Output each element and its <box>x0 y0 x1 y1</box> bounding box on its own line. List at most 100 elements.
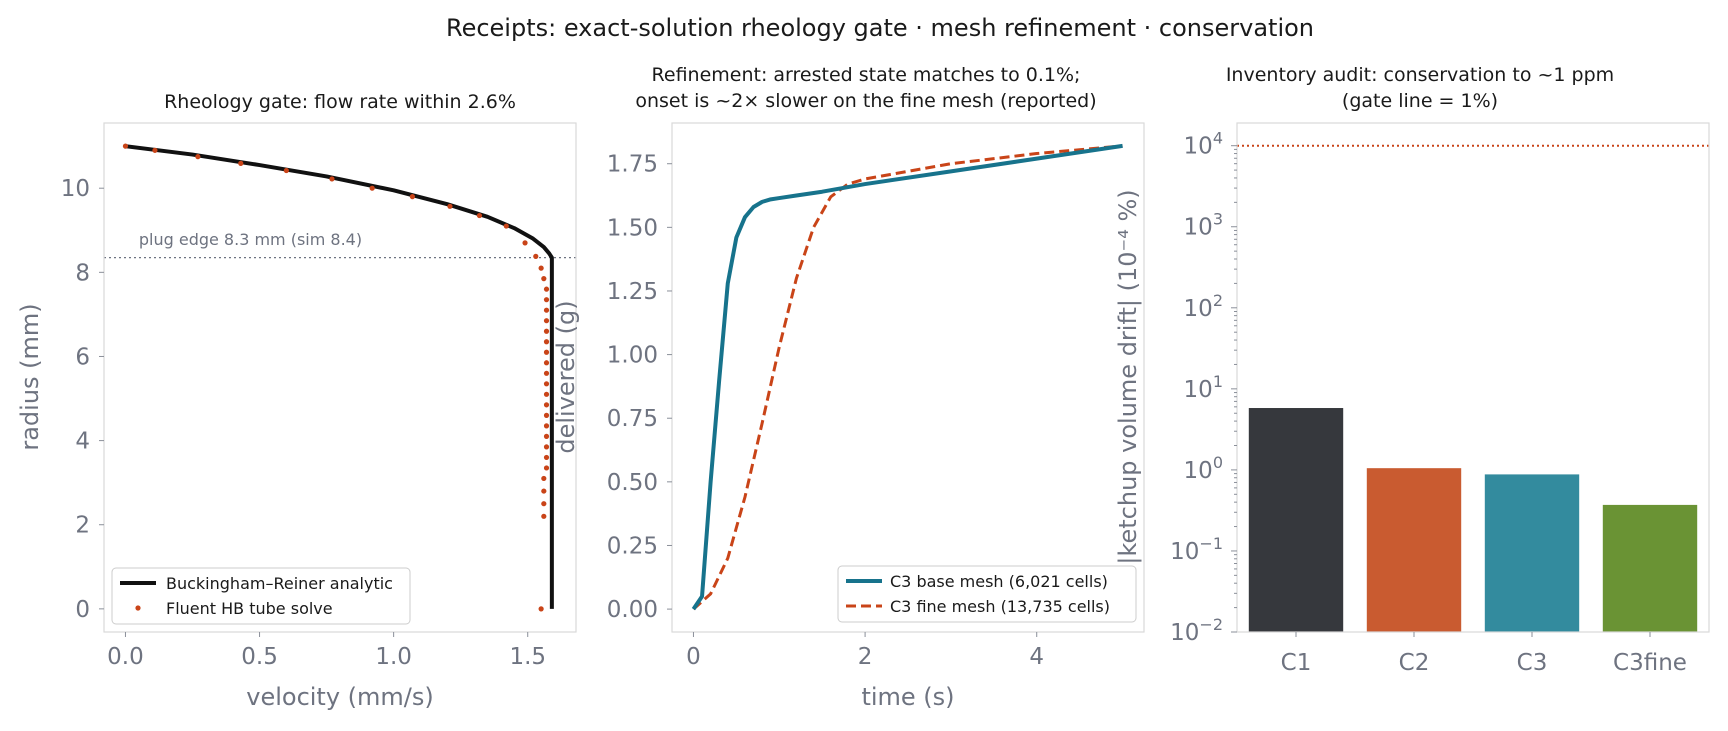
data-point-fluent <box>538 265 544 271</box>
legend-label-fine: C3 fine mesh (13,735 cells) <box>890 597 1110 616</box>
legend-label-analytic: Buckingham–Reiner analytic <box>166 574 393 593</box>
data-point-fluent <box>152 147 158 153</box>
x-tick-label-inventory: C1 <box>1281 650 1312 676</box>
panel-rheology: Rheology gate: flow rate within 2.6% plu… <box>16 91 577 711</box>
x-tick-label-rheology: 0.5 <box>241 644 278 670</box>
data-point-fluent <box>447 203 453 209</box>
data-point-fluent <box>543 423 550 429</box>
data-point-fluent <box>503 223 509 229</box>
data-point-fluent <box>543 307 550 313</box>
data-point-fluent <box>543 328 550 334</box>
y-tick-label-rheology: 4 <box>75 429 90 455</box>
panel-refinement: Refinement: arrested state matches to 0.… <box>552 64 1145 711</box>
data-point-fluent <box>122 143 129 149</box>
y-tick-label-inventory: 104 <box>1184 129 1223 160</box>
plug-edge-annotation: plug edge 8.3 mm (sim 8.4) <box>139 230 362 249</box>
data-point-fluent <box>522 240 528 246</box>
bar-c3fine <box>1602 504 1698 632</box>
data-point-fluent <box>543 349 550 355</box>
y-tick-label-inventory: 100 <box>1184 453 1223 484</box>
y-tick-label-refinement: 1.00 <box>607 343 658 369</box>
data-point-fluent <box>543 360 550 366</box>
y-tick-label-refinement: 0.75 <box>607 406 658 432</box>
legend-refinement: C3 base mesh (6,021 cells) C3 fine mesh … <box>837 565 1137 623</box>
data-point-fluent <box>541 475 547 482</box>
y-tick-label-refinement: 1.25 <box>607 279 658 305</box>
y-tick-label-rheology: 2 <box>75 513 90 539</box>
plot-area-rheology <box>103 122 577 633</box>
legend-box-refinement <box>837 565 1137 623</box>
y-axis-label-refinement: delivered (g) <box>552 300 580 453</box>
panel-title-inventory-line2: (gate line = 1%) <box>1342 90 1498 112</box>
y-tick-label-inventory: 102 <box>1184 291 1223 322</box>
y-tick-label-refinement: 0.25 <box>607 533 658 559</box>
data-point-fluent <box>543 297 550 303</box>
data-point-fluent <box>283 167 289 174</box>
data-point-fluent <box>543 286 550 292</box>
plot-area-refinement <box>671 122 1145 633</box>
data-point-fluent <box>538 606 544 612</box>
x-tick-label-refinement: 2 <box>858 644 873 670</box>
x-tick-label-refinement: 0 <box>686 644 701 670</box>
bar-c3 <box>1484 474 1580 632</box>
y-tick-label-rheology: 6 <box>75 344 90 370</box>
panel-title-refinement-line1: Refinement: arrested state matches to 0.… <box>652 64 1081 86</box>
y-tick-label-refinement: 1.50 <box>607 215 658 241</box>
y-tick-label-refinement: 0.50 <box>607 470 658 496</box>
x-tick-label-rheology: 1.5 <box>509 644 546 670</box>
x-tick-label-rheology: 0.0 <box>107 644 144 670</box>
y-tick-label-refinement: 1.75 <box>607 152 658 178</box>
legend-label-fluent: Fluent HB tube solve <box>166 599 333 618</box>
data-point-fluent <box>543 412 550 418</box>
data-point-fluent <box>476 212 483 219</box>
data-point-fluent <box>543 391 550 397</box>
data-point-fluent <box>541 488 547 494</box>
data-point-fluent <box>195 154 201 160</box>
bar-c1 <box>1248 408 1344 632</box>
y-tick-label-inventory: 10−1 <box>1170 534 1223 565</box>
data-point-fluent <box>543 339 550 345</box>
data-point-fluent <box>543 433 550 439</box>
legend-rheology: Buckingham–Reiner analytic Fluent HB tub… <box>111 567 411 625</box>
data-point-fluent <box>543 454 550 461</box>
y-tick-label-rheology: 8 <box>75 260 90 286</box>
y-tick-label-refinement: 0.00 <box>607 597 658 623</box>
x-axis-label-refinement: time (s) <box>861 683 954 711</box>
data-point-fluent <box>533 253 539 259</box>
plot-area-inventory <box>1236 122 1710 633</box>
data-point-fluent <box>543 381 550 387</box>
data-point-fluent <box>543 318 550 324</box>
legend-label-base: C3 base mesh (6,021 cells) <box>890 572 1108 591</box>
data-point-fluent <box>543 465 550 471</box>
series-line-analytic <box>125 144 554 609</box>
legend-swatch-fluent <box>135 605 141 611</box>
y-tick-label-inventory: 103 <box>1184 210 1223 241</box>
y-axis-label-inventory: |ketchup volume drift| (10⁻⁴ %) <box>1114 189 1142 564</box>
data-point-fluent <box>543 370 550 376</box>
x-tick-label-inventory: C3 <box>1517 650 1548 676</box>
y-tick-label-inventory: 101 <box>1184 372 1223 403</box>
x-tick-label-inventory: C3fine <box>1613 650 1687 676</box>
x-axis-label-rheology: velocity (mm/s) <box>246 683 434 711</box>
panel-title-inventory-line1: Inventory audit: conservation to ~1 ppm <box>1226 64 1614 86</box>
y-tick-label-rheology: 0 <box>75 597 90 623</box>
y-axis-label-rheology: radius (mm) <box>16 303 44 450</box>
data-point-fluent <box>238 160 244 166</box>
data-point-fluent <box>541 501 547 507</box>
panel-title-rheology: Rheology gate: flow rate within 2.6% <box>164 91 516 113</box>
data-point-fluent <box>541 513 547 519</box>
data-point-fluent <box>541 276 547 282</box>
y-tick-label-rheology: 10 <box>61 176 90 202</box>
x-tick-label-rheology: 1.0 <box>375 644 412 670</box>
bar-c2 <box>1366 468 1462 632</box>
series-line-base <box>691 143 1123 611</box>
legend-box-rheology <box>111 567 411 625</box>
data-point-fluent <box>543 402 550 408</box>
data-point-fluent <box>369 185 375 191</box>
x-tick-label-refinement: 4 <box>1029 644 1044 670</box>
data-point-fluent <box>543 444 550 450</box>
data-point-fluent <box>409 194 416 200</box>
figure-title: Receipts: exact-solution rheology gate ·… <box>446 14 1314 42</box>
